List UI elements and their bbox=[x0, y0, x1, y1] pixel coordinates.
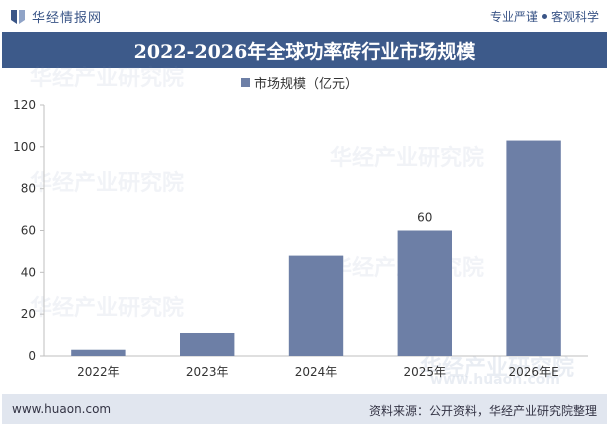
chart-title-bar: 2022-2026年全球功率砖行业市场规模 bbox=[2, 32, 607, 68]
bar bbox=[288, 255, 344, 356]
brand: 华经情报网 bbox=[10, 7, 102, 26]
bar bbox=[180, 332, 235, 356]
x-tick-label: 2022年 bbox=[77, 365, 120, 379]
top-bar: 华经情报网 专业严谨 客观科学 bbox=[0, 0, 609, 32]
brand-name: 华经情报网 bbox=[32, 11, 103, 26]
slogan-right: 客观科学 bbox=[550, 10, 599, 24]
footer-source: 资料来源：公开资料，华经产业研究院整理 bbox=[368, 404, 597, 418]
slogan-dot-icon bbox=[541, 14, 547, 19]
bar bbox=[71, 349, 126, 356]
y-tick-label: 80 bbox=[21, 182, 36, 196]
bar bbox=[506, 140, 561, 356]
footer: www.huaon.com 资料来源：公开资料，华经产业研究院整理 bbox=[2, 394, 607, 424]
slogan: 专业严谨 客观科学 bbox=[490, 8, 599, 25]
data-label: 60 bbox=[417, 211, 432, 225]
y-tick-label: 20 bbox=[21, 307, 36, 321]
y-tick-label: 100 bbox=[13, 140, 36, 154]
x-tick-label: 2024年 bbox=[295, 365, 338, 379]
x-tick-label: 2025年 bbox=[404, 365, 447, 379]
y-tick-label: 60 bbox=[21, 224, 36, 238]
y-tick-label: 120 bbox=[13, 98, 36, 112]
footer-website[interactable]: www.huaon.com bbox=[12, 402, 112, 416]
x-tick-label: 2026年E bbox=[509, 365, 559, 379]
y-tick-label: 40 bbox=[21, 265, 36, 279]
chart-legend: 市场规模（亿元） bbox=[241, 73, 358, 92]
legend-label: 市场规模（亿元） bbox=[254, 77, 359, 92]
legend-swatch bbox=[241, 78, 250, 87]
x-tick-label: 2023年 bbox=[186, 365, 229, 379]
chart-title: 2022-2026年全球功率砖行业市场规模 bbox=[133, 40, 476, 63]
y-tick-label: 0 bbox=[28, 349, 36, 363]
bar bbox=[397, 230, 452, 356]
bar-chart: 0 20 40 60 80 100 120 2022年 2023年 2024年 2025年 60 202… bbox=[13, 98, 588, 379]
huajing-logo-icon bbox=[11, 9, 25, 24]
slogan-left: 专业严谨 bbox=[489, 10, 538, 24]
